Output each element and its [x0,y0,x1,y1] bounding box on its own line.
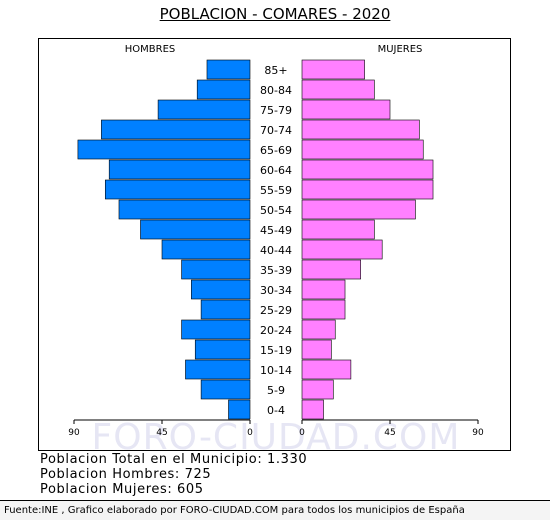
bar-men-5-9 [200,379,251,400]
bar-women-45-49 [301,219,375,240]
bar-women-85+ [301,59,365,80]
bar-men-55-59 [104,179,251,200]
bar-women-55-59 [301,179,434,200]
bar-men-45-49 [140,219,251,240]
stats-block: Poblacion Total en el Municipio: 1.330 P… [40,452,307,497]
age-label: 50-54 [260,204,292,217]
tick-label-right: 0 [299,428,305,438]
bar-men-10-14 [185,359,251,380]
bar-women-50-54 [301,199,416,220]
age-label: 10-14 [260,364,292,377]
bar-women-15-19 [301,339,332,360]
age-label: 85+ [264,64,287,77]
bar-men-80-84 [196,79,251,100]
population-pyramid: FORO-CIUDAD.COM HOMBRES MUJERES 85+ 80-84 75-… [68,44,484,452]
bar-men-40-44 [161,239,251,260]
right-side-label: MUJERES [378,44,423,55]
bar-men-75-79 [157,99,251,120]
age-label: 25-29 [260,304,292,317]
age-label: 80-84 [260,84,292,97]
age-label: 60-64 [260,164,292,177]
tick-label-right: 90 [472,428,484,438]
left-side-label: HOMBRES [125,44,176,55]
bar-men-25-29 [200,299,251,320]
bar-men-50-54 [118,199,251,220]
bar-women-25-29 [301,299,346,320]
age-label: 5-9 [267,384,285,397]
age-label: 40-44 [260,244,292,257]
tick-label-left: 0 [247,428,253,438]
tick-label-right: 45 [384,428,395,438]
tick-label-left: 90 [68,428,80,438]
age-label: 0-4 [267,404,285,417]
bar-women-20-24 [301,319,336,340]
bar-men-70-74 [101,119,251,140]
source-footer: Fuente:INE , Grafico elaborado por FORO-… [0,500,550,520]
bar-women-70-74 [301,119,420,140]
age-label: 55-59 [260,184,292,197]
bar-men-60-64 [108,159,251,180]
bar-women-0-4 [301,399,324,420]
chart-area: FORO-CIUDAD.COM HOMBRES MUJERES 85+ 80-84 75-… [38,38,511,452]
bar-women-65-69 [301,139,424,160]
tick-label-left: 45 [156,428,167,438]
bar-women-35-39 [301,259,361,280]
bar-women-5-9 [301,379,334,400]
bar-women-30-34 [301,279,346,300]
age-label: 20-24 [260,324,292,337]
bar-men-65-69 [77,139,251,160]
age-label: 65-69 [260,144,292,157]
bar-women-40-44 [301,239,383,260]
bar-women-10-14 [301,359,352,380]
watermark: FORO-CIUDAD.COM [92,417,461,452]
age-label: 15-19 [260,344,292,357]
age-label: 75-79 [260,104,292,117]
age-label: 30-34 [260,284,292,297]
stat-total: Poblacion Total en el Municipio: 1.330 [40,452,308,467]
bar-women-75-79 [301,99,391,120]
bar-men-20-24 [181,319,251,340]
chart-title: POBLACION - COMARES - 2020 [159,5,391,23]
bar-women-80-84 [301,79,375,100]
stat-men: Poblacion Hombres: 725 [40,467,212,482]
bar-women-60-64 [301,159,434,180]
bar-men-0-4 [228,399,251,420]
bar-men-15-19 [194,339,251,360]
bar-men-85+ [206,59,251,80]
bar-men-35-39 [181,259,251,280]
age-label: 70-74 [260,124,292,137]
stat-women: Poblacion Mujeres: 605 [40,482,204,497]
age-label: 45-49 [260,224,292,237]
age-label: 35-39 [260,264,292,277]
bar-men-30-34 [191,279,251,300]
